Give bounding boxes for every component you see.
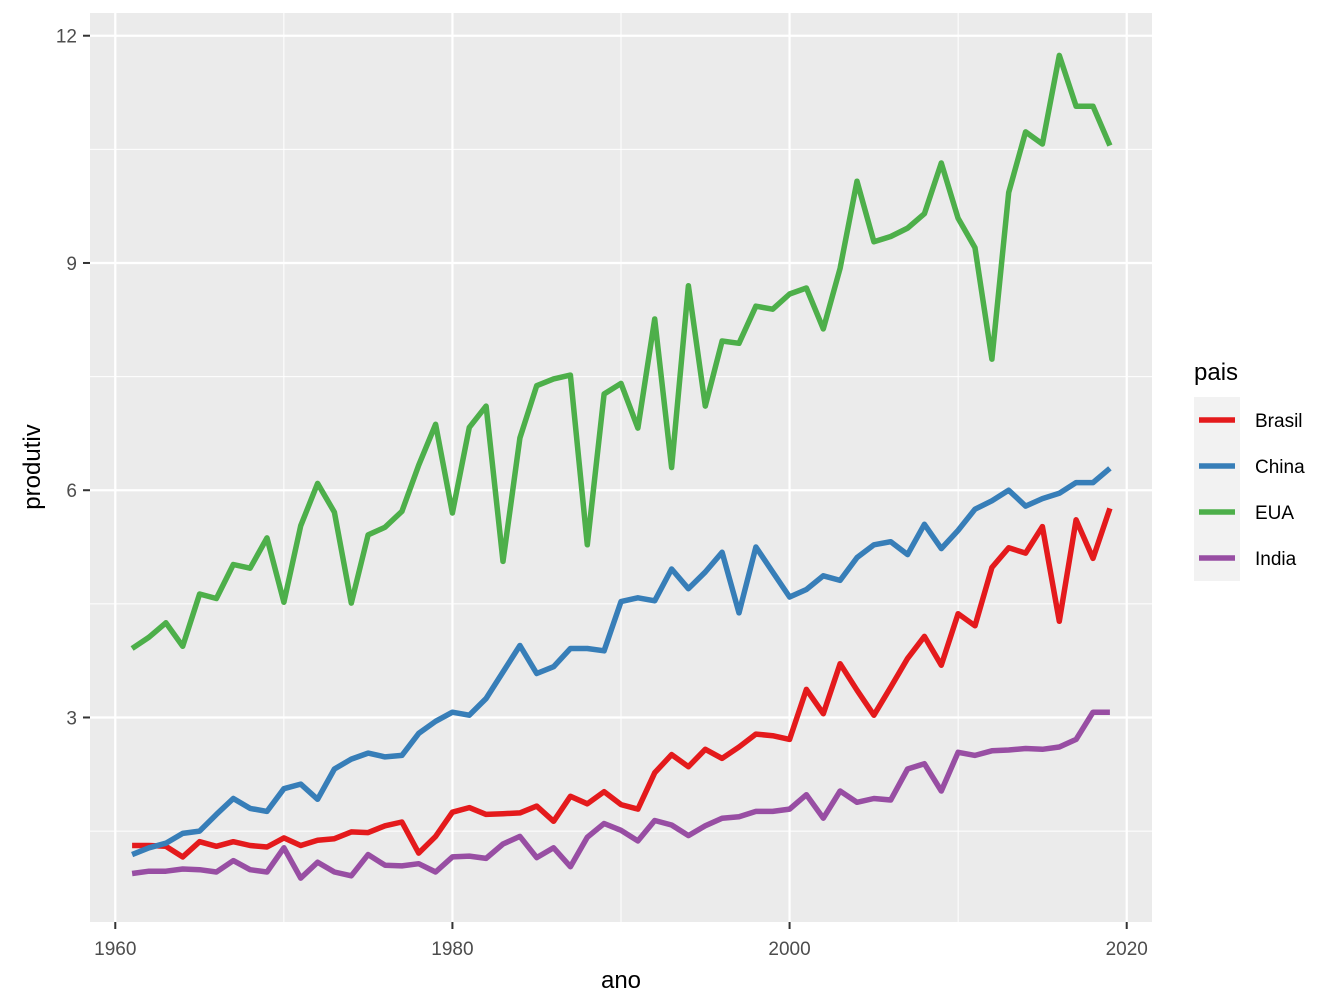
minor-gridlines [90, 13, 1152, 922]
series-line-brasil [132, 507, 1113, 860]
y-tick-label: 3 [66, 708, 77, 729]
y-tick-label: 9 [66, 254, 77, 275]
x-tick-label: 2000 [768, 939, 810, 960]
y-tick-label: 6 [66, 481, 77, 502]
y-axis-title: produtiv [19, 424, 46, 509]
legend-title: pais [1194, 359, 1238, 386]
legend-label-china: China [1255, 457, 1305, 478]
legend-key-background [1194, 397, 1240, 581]
x-axis-title: ano [601, 967, 641, 994]
series-line-china [131, 466, 1112, 858]
legend-label-brasil: Brasil [1255, 411, 1303, 432]
x-tick-label: 1980 [431, 939, 473, 960]
series-line-india [131, 709, 1110, 881]
series-line-eua [130, 52, 1113, 651]
y-tick-label: 12 [56, 27, 77, 48]
major-gridlines [90, 13, 1152, 922]
legend-items: Brasil China EUA India [1199, 411, 1305, 570]
legend-label-eua: EUA [1255, 503, 1294, 524]
series-lines [130, 52, 1113, 881]
y-tick-labels: 3 6 9 12 [56, 27, 77, 730]
x-tick-labels: 1960 1980 2000 2020 [94, 939, 1148, 960]
legend-label-india: India [1255, 549, 1297, 570]
axis-ticks [83, 34, 1128, 929]
legend: pais Brasil China EUA India [1194, 359, 1305, 581]
x-tick-label: 2020 [1106, 939, 1148, 960]
x-tick-label: 1960 [94, 939, 136, 960]
